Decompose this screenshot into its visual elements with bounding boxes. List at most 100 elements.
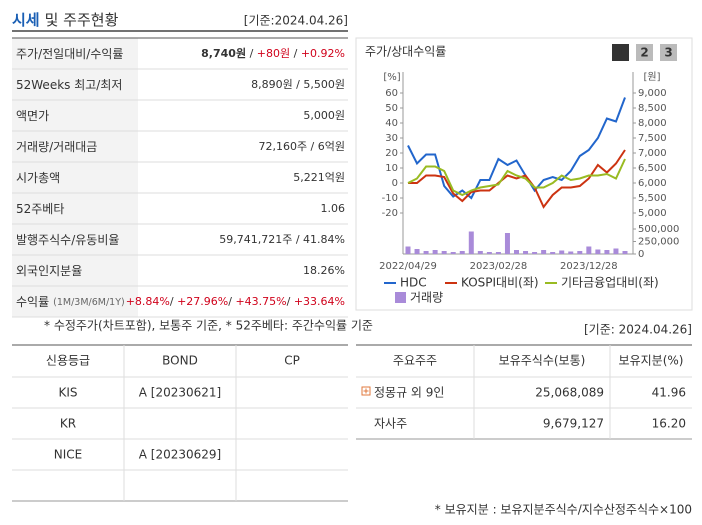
column-header: BOND <box>162 354 198 368</box>
row-value: +8.84%/ +27.96%/ +43.75%/ +33.64% <box>126 295 345 308</box>
label-cell <box>12 100 138 131</box>
volume-bar <box>568 251 574 254</box>
table-cell: KR <box>60 417 76 431</box>
row-label-main: 발행주식수/유동비율 <box>16 232 119 247</box>
value-part: +80원 <box>257 47 290 60</box>
row-value: 8,740원 / +80원 / +0.92% <box>201 46 345 60</box>
row-label-main: 52Weeks 최고/최저 <box>16 78 122 92</box>
row-label: 52주베타 <box>16 202 64 216</box>
volume-bar <box>622 251 628 254</box>
tab-label: 1 <box>616 46 624 60</box>
column-header: 보유지분(%) <box>619 354 684 368</box>
value-part: 1.06 <box>321 202 346 215</box>
volume-bar <box>595 249 601 254</box>
y2-tick-label: 7,500 <box>638 133 667 144</box>
volume-bar <box>414 249 420 254</box>
value-part: +27.96% <box>177 295 228 308</box>
label-cell <box>12 286 138 317</box>
table-cell: A [20230621] <box>139 386 221 400</box>
volume-bar <box>423 251 429 254</box>
tab-button[interactable] <box>636 44 653 61</box>
label-cell <box>12 193 138 224</box>
y-tick-label: 40 <box>385 118 398 129</box>
label-cell <box>12 131 138 162</box>
y2-tick-label: 8,000 <box>638 118 667 129</box>
row-label: 외국인지분율 <box>16 264 82 278</box>
table-cell: 41.96 <box>652 386 686 400</box>
legend-label: 기타금융업대비(좌) <box>561 276 659 290</box>
volume-bar <box>495 252 501 254</box>
row-label: 발행주식수/유동비율 <box>16 232 119 247</box>
column-header: 주요주주 <box>393 354 437 368</box>
volume-bar <box>486 252 492 254</box>
y-tick-label: 20 <box>385 148 398 159</box>
row-label: 거래량/거래대금 <box>16 140 97 154</box>
value-part: 59,741,721주 / 41.84% <box>219 233 345 246</box>
y-tick-label: 60 <box>385 88 398 99</box>
volume-bar <box>586 246 592 254</box>
row-label: 액면가 <box>16 109 49 123</box>
y2-tick-label: 6,000 <box>638 178 667 189</box>
shareholder-date: [기준: 2024.04.26] <box>584 323 692 337</box>
table-cell: 자사주 <box>374 417 407 431</box>
y2-axis-unit: [원] <box>643 71 660 83</box>
value-part: 8,740원 <box>201 46 246 60</box>
row-label-main: 액면가 <box>16 109 49 123</box>
row-sublabel: (1M/3M/6M/1Y) <box>53 297 125 308</box>
y-tick-label: -20 <box>382 208 398 219</box>
volume-bar <box>504 233 510 254</box>
volume-bar <box>405 246 411 254</box>
chart-title: 주가/상대수익률 <box>365 45 446 59</box>
value-part: / <box>287 295 294 308</box>
label-cell <box>12 162 138 193</box>
tab-button[interactable] <box>660 44 677 61</box>
column-header: 신용등급 <box>46 354 90 368</box>
title-rest: 및 주주현황 <box>45 11 119 29</box>
row-label-main: 거래량/거래대금 <box>16 140 97 154</box>
volume-bar <box>532 252 538 254</box>
row-value: 5,000원 <box>303 109 345 122</box>
tab-label: 3 <box>664 46 672 60</box>
tab-button[interactable] <box>612 44 629 61</box>
volume-bar <box>477 251 483 254</box>
chart-panel <box>355 37 693 311</box>
y-tick-label: 10 <box>385 163 398 174</box>
volume-bar <box>432 250 438 254</box>
row-value: 5,221억원 <box>293 171 345 184</box>
value-part: 8,890원 / 5,500원 <box>251 78 345 91</box>
volume-tick-label: 0 <box>638 249 644 260</box>
column-header: CP <box>284 354 300 368</box>
row-label: 시가총액 <box>16 171 60 185</box>
volume-bar <box>604 250 610 254</box>
y2-tick-label: 8,500 <box>638 103 667 114</box>
label-cell <box>12 38 138 69</box>
row-label-main: 52주베타 <box>16 202 64 216</box>
volume-bar <box>441 251 447 254</box>
table-cell: NICE <box>54 448 82 462</box>
legend-label: 거래량 <box>410 291 443 305</box>
value-part: / <box>290 47 301 60</box>
label-cell <box>12 69 138 100</box>
label-cell <box>12 224 138 255</box>
tab-label: 2 <box>640 46 648 60</box>
value-part: +0.92% <box>301 47 345 60</box>
row-value: 1.06 <box>321 202 346 215</box>
value-part: / <box>228 295 235 308</box>
volume-bar <box>468 231 474 254</box>
row-value: 72,160주 / 6억원 <box>258 140 345 153</box>
series-line <box>407 158 626 197</box>
y-tick-label: 0 <box>392 178 398 189</box>
volume-bar <box>450 252 456 254</box>
value-part: +43.75% <box>235 295 286 308</box>
table-cell: 정몽규 외 9인 <box>374 386 444 400</box>
row-label: 수익률 (1M/3M/6M/1Y) <box>16 295 125 309</box>
y2-tick-label: 7,000 <box>638 148 667 159</box>
y2-tick-label: 5,000 <box>638 208 667 219</box>
value-part: 18.26% <box>303 264 345 277</box>
table-cell: 9,679,127 <box>543 417 604 431</box>
series-line <box>408 149 626 209</box>
y-axis-unit: [%] <box>383 72 400 83</box>
volume-bar <box>577 251 583 254</box>
footnote: * 보유지분 : 보유지분주식수/지수산정주식수×100 <box>435 503 692 517</box>
volume-bar <box>541 250 547 254</box>
